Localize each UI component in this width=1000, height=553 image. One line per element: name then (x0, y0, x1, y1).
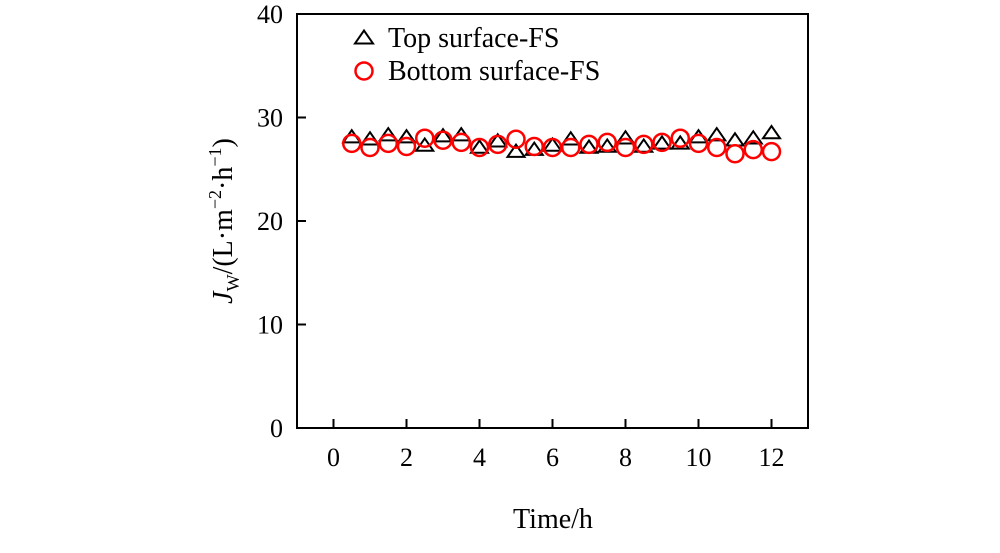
y-tick-label: 10 (257, 311, 283, 340)
bottom-surface-point (360, 137, 380, 158)
top-surface-point (761, 124, 782, 140)
legend: Top surface-FS Bottom surface-FS (353, 23, 600, 87)
top-surface-point (669, 134, 691, 150)
bottom-surface-point (688, 133, 709, 154)
y-tick-label: 40 (257, 0, 283, 29)
top-surface-point (487, 132, 509, 148)
top-surface-point (560, 130, 582, 146)
y-axis-title: JW/(L·m−2·h−1) (205, 138, 243, 304)
top-surface-point (396, 128, 417, 144)
legend-label-bottom: Bottom surface-FS (388, 56, 600, 87)
top-surface-point (706, 126, 728, 142)
x-tick-label: 2 (400, 443, 413, 472)
x-tick-label: 10 (686, 443, 712, 472)
y-tick-label: 30 (257, 104, 283, 133)
bottom-surface-point (707, 137, 727, 158)
bottom-surface-point (615, 137, 636, 158)
bottom-surface-point (524, 136, 544, 157)
bottom-surface-point (488, 134, 508, 155)
top-surface-point (615, 129, 636, 145)
legend-marker-triangle (353, 28, 375, 45)
y-tick-label: 20 (257, 207, 283, 236)
bottom-surface-point (725, 143, 745, 164)
bottom-surface-point (433, 130, 453, 151)
top-surface-point (542, 136, 563, 152)
bottom-surface-point (451, 132, 471, 153)
x-axis-title: Time/h (513, 504, 593, 535)
y-tick-label: 0 (270, 414, 283, 443)
top-surface-point (742, 129, 764, 145)
bottom-surface-point (469, 137, 490, 158)
bottom-surface-point (579, 134, 599, 155)
legend-label-top: Top surface-FS (388, 23, 559, 54)
bottom-surface-point (761, 141, 782, 162)
bottom-surface-point (415, 128, 435, 148)
x-tick-label: 8 (619, 443, 632, 472)
bottom-surface-point (597, 132, 617, 153)
bottom-surface-point (670, 128, 690, 148)
top-surface-point (505, 142, 527, 158)
top-surface-point (651, 134, 673, 150)
top-surface-point (377, 126, 399, 142)
y-axis: 0 10 20 30 40 (257, 0, 306, 443)
bottom-surface-point (396, 136, 417, 157)
legend-marker-circle (354, 61, 374, 81)
bottom-surface-point (743, 139, 763, 160)
bottom-surface-point (506, 129, 526, 149)
top-surface-point (469, 138, 490, 154)
x-axis: 0 2 4 6 8 10 12 (327, 419, 785, 472)
top-surface-point (432, 127, 454, 143)
series-bottom-surface (342, 128, 782, 164)
top-surface-point (724, 131, 746, 147)
bottom-surface-point (652, 132, 672, 153)
top-surface-point (359, 130, 381, 146)
x-tick-label: 0 (327, 443, 340, 472)
bottom-surface-point (561, 137, 581, 158)
bottom-surface-point (634, 134, 654, 155)
series-top-surface (341, 124, 782, 158)
x-tick-label: 6 (546, 443, 559, 472)
x-tick-label: 4 (473, 443, 486, 472)
bottom-surface-point (342, 133, 362, 154)
x-tick-label: 12 (759, 443, 785, 472)
bottom-surface-point (378, 133, 398, 154)
